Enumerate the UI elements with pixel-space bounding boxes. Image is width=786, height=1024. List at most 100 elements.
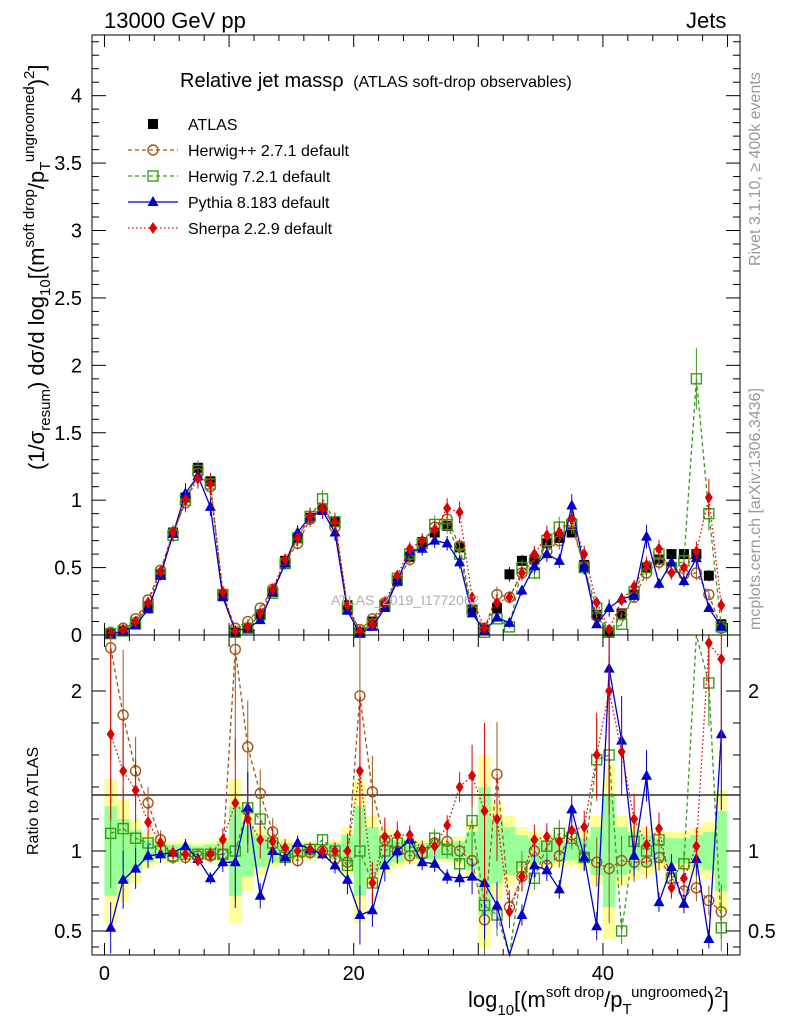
sherpa-2-2-9-default-ratio-point <box>555 835 564 848</box>
sherpa-2-2-9-default-ratio-point <box>405 829 414 841</box>
main-y-tick-label: 2 <box>71 355 82 377</box>
sherpa-2-2-9-default-main-point <box>455 506 464 519</box>
pythia-8-183-default-main-point <box>528 560 540 571</box>
pythia-8-183-default-ratio-point <box>454 872 466 883</box>
legend-marker <box>147 144 159 156</box>
sherpa-2-2-9-default-main-point <box>493 596 501 609</box>
main-y-tick-label: 3 <box>71 221 82 243</box>
legend-marker <box>148 119 158 129</box>
pythia-8-183-default-ratio-point <box>254 889 266 900</box>
sherpa-2-2-9-default-ratio-point <box>443 819 452 832</box>
pythia-8-183-default-main-point <box>454 556 466 567</box>
sherpa-2-2-9-default-main-point <box>605 623 614 636</box>
sherpa-2-2-9-default-ratio-point <box>704 637 713 649</box>
legend-item-sherpa-2-2-9-default: Sherpa 2.2.9 default <box>128 221 333 238</box>
sherpa-2-2-9-default-main-point <box>306 510 315 523</box>
pythia-8-183-default-ratio-point <box>466 870 478 881</box>
main-y-tick-label: 0 <box>71 625 82 647</box>
herwig-2-7-1-default-ratio-point <box>703 894 715 907</box>
ratio-band-inner <box>715 811 728 891</box>
category-label: Jets <box>686 8 727 33</box>
sherpa-2-2-9-default-ratio-point <box>530 833 539 846</box>
sherpa-2-2-9-default-ratio-point <box>455 781 464 793</box>
plot-title-sub: (ATLAS soft-drop observables) <box>353 74 571 91</box>
sherpa-2-2-9-default-ratio-point <box>243 813 252 825</box>
sherpa-2-2-9-default-ratio-point <box>480 805 489 817</box>
pythia-8-183-default-ratio-point <box>678 897 690 908</box>
ratio-panel-series <box>104 634 728 958</box>
sherpa-2-2-9-default-ratio-point <box>567 824 576 837</box>
legend-item-pythia-8-183-default: Pythia 8.183 default <box>128 195 330 212</box>
sherpa-2-2-9-default-main-line <box>110 477 722 635</box>
sherpa-2-2-9-default-ratio-point <box>692 840 701 853</box>
sherpa-2-2-9-default-ratio-point <box>355 765 364 777</box>
sherpa-2-2-9-default-main-point <box>480 622 489 635</box>
sherpa-2-2-9-default-ratio-point <box>331 845 339 857</box>
sherpa-2-2-9-default-ratio-point <box>617 745 626 758</box>
sherpa-2-2-9-default-main-point <box>368 618 377 631</box>
herwig-2-7-1-default-main-line <box>110 472 722 634</box>
sherpa-2-2-9-default-ratio-line <box>110 641 722 913</box>
main-panel-series <box>104 348 728 640</box>
pythia-8-183-default-ratio-point <box>665 861 677 871</box>
sherpa-2-2-9-default-main-point <box>293 531 302 544</box>
sherpa-2-2-9-default-ratio-point <box>493 813 501 825</box>
sherpa-2-2-9-default-main-point <box>443 502 452 515</box>
sherpa-2-2-9-default-ratio-point <box>268 835 277 848</box>
herwig-7-2-1-default-ratio-point <box>129 832 142 844</box>
herwig-2-7-1-default-ratio-point <box>366 786 379 798</box>
main-y-tick-label: 2.5 <box>54 288 82 310</box>
pythia-8-183-default-ratio-point <box>366 904 378 915</box>
sherpa-2-2-9-default-ratio-point <box>605 685 614 697</box>
sherpa-2-2-9-default-ratio-point <box>393 829 402 841</box>
herwig-7-2-1-default-main-point <box>441 518 453 531</box>
legend-label: ATLAS <box>188 117 238 134</box>
herwig-7-2-1-default-ratio-point <box>715 922 728 934</box>
pythia-8-183-default-main-line <box>110 474 722 635</box>
sherpa-2-2-9-default-ratio-point <box>630 813 639 825</box>
sherpa-2-2-9-default-main-point <box>169 526 177 539</box>
pythia-8-183-default-main-point <box>516 584 528 595</box>
sherpa-2-2-9-default-main-point <box>704 491 713 504</box>
sherpa-2-2-9-default-ratio-point <box>468 769 477 782</box>
legend-item-herwig-2-7-1-default: Herwig++ 2.7.1 default <box>128 143 350 160</box>
sherpa-2-2-9-default-ratio-point <box>131 784 140 797</box>
sherpa-2-2-9-default-main-point <box>592 596 601 609</box>
pythia-8-183-default-ratio-point <box>441 870 453 881</box>
pythia-8-183-default-main-point <box>566 499 578 510</box>
ratio-y-tick-label: 2 <box>71 681 82 703</box>
sherpa-2-2-9-default-main-point <box>630 580 639 593</box>
pythia-8-183-default-main-point <box>329 526 341 537</box>
sherpa-2-2-9-default-main-point <box>119 623 128 636</box>
ratio-band-inner <box>515 835 529 867</box>
sherpa-2-2-9-default-ratio-point <box>106 728 115 741</box>
sherpa-2-2-9-default-main-point <box>405 542 414 555</box>
pythia-8-183-default-ratio-point <box>566 803 578 814</box>
watermark: ATLAS_2019_I1772062 <box>331 592 480 608</box>
sherpa-2-2-9-default-main-point <box>580 548 589 561</box>
pythia-8-183-default-main-point <box>541 548 553 559</box>
sherpa-2-2-9-default-main-point <box>218 585 227 598</box>
sherpa-2-2-9-default-ratio-point <box>306 843 315 856</box>
sherpa-2-2-9-default-main-point <box>206 477 215 490</box>
x-tick-label: 0 <box>99 963 110 985</box>
sherpa-2-2-9-default-main-point <box>355 624 364 637</box>
pythia-8-183-default-main-point <box>665 556 677 567</box>
ratio-band-inner <box>366 827 379 875</box>
sherpa-2-2-9-default-ratio-point <box>418 843 427 856</box>
pythia-8-183-default-ratio-point <box>653 896 665 907</box>
sherpa-2-2-9-default-ratio-point <box>281 841 290 854</box>
legend-label: Sherpa 2.2.9 default <box>188 221 333 238</box>
pythia-8-183-default-ratio-point <box>217 856 229 867</box>
ratio-y-axis-label: Ratio to ATLAS <box>25 747 42 855</box>
pythia-8-183-default-main-point <box>503 616 515 627</box>
sherpa-2-2-9-default-ratio-point <box>542 830 551 843</box>
legend-marker <box>147 196 159 206</box>
pythia-8-183-default-ratio-point <box>429 857 441 868</box>
sherpa-2-2-9-default-ratio-point <box>218 833 227 846</box>
herwig-2-7-1-default-main-point <box>690 567 703 579</box>
pythia-8-183-default-ratio-point <box>130 862 142 873</box>
herwig-2-7-1-default-ratio-point <box>242 741 254 753</box>
legend-label: Herwig++ 2.7.1 default <box>188 143 350 160</box>
sherpa-2-2-9-default-main-point <box>380 596 389 609</box>
